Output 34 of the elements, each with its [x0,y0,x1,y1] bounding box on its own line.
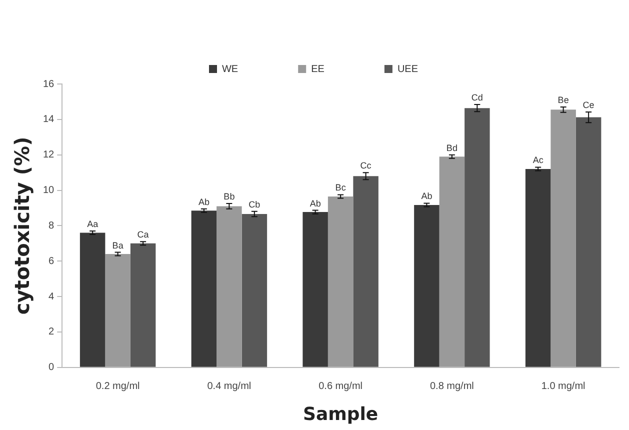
y-tick-label: 6 [48,256,55,267]
data-label: Ba [112,240,124,250]
x-tick-label: 0.4 mg/ml [207,381,252,392]
x-tick-label: 1.0 mg/ml [541,381,586,392]
x-tick-label: 0.8 mg/ml [430,381,474,392]
data-label: Ac [532,155,544,166]
y-tick-label: 8 [48,220,55,232]
x-axis-title: Sample [302,404,378,425]
data-label: Cc [360,160,372,171]
data-label: Cb [248,199,260,210]
legend-label: WE [222,64,238,75]
data-label: Ab [198,196,210,207]
legend-label: UEE [397,64,418,75]
data-label: Be [558,95,569,106]
data-label: Ce [582,100,594,110]
x-tick-label: 0.6 mg/ml [318,381,363,392]
y-tick-label: 14 [43,114,55,126]
y-tick-label: 0 [48,362,55,374]
data-label: Ab [421,191,432,202]
y-axis-title: cytotoxicity (%) [10,136,34,315]
data-label: Ca [137,230,149,240]
data-label: Aa [87,219,98,229]
data-label: Cd [471,92,483,103]
y-tick-label: 12 [43,150,55,161]
y-tick-label: 2 [48,326,55,338]
legend-label: EE [311,64,325,75]
data-label: Bc [335,182,346,193]
y-tick-label: 4 [48,291,55,302]
y-tick-label: 16 [43,78,55,90]
data-label: Bb [224,192,235,202]
x-tick-label: 0.2 mg/ml [96,381,140,392]
data-label: Bd [446,142,458,153]
data-label: Ab [310,198,321,208]
y-tick-label: 10 [43,185,55,196]
